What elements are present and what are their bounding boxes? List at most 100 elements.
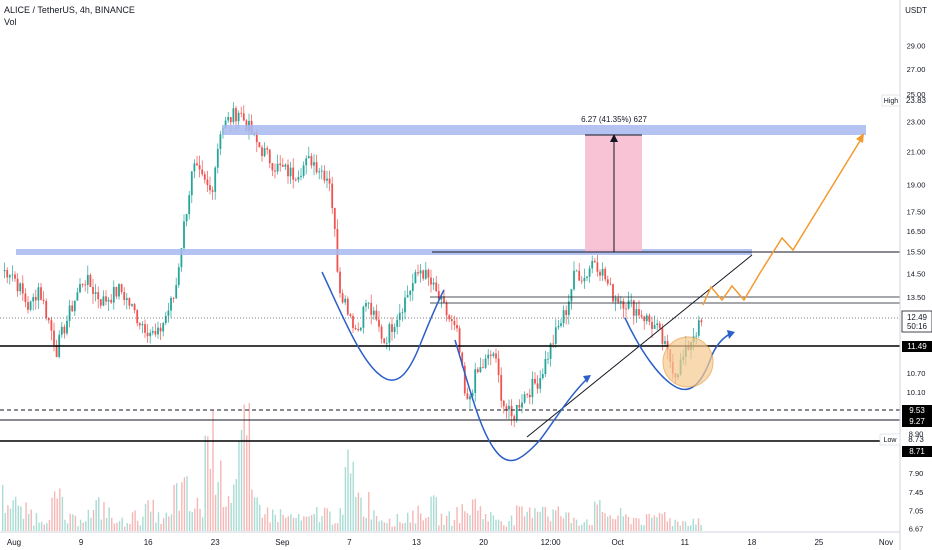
candle: [242, 105, 245, 122]
volume-bar: [269, 522, 271, 531]
volume-bar: [342, 514, 344, 531]
volume-bar: [656, 517, 658, 531]
candle: [349, 312, 352, 318]
volume-label[interactable]: Vol: [4, 17, 17, 27]
volume-bar: [391, 526, 393, 531]
candle: [458, 325, 461, 354]
candle: [396, 314, 399, 335]
candle: [528, 388, 531, 405]
volume-bar: [443, 524, 445, 531]
volume-bar: [74, 515, 77, 531]
volume-bar: [503, 525, 505, 531]
candle: [107, 296, 110, 312]
candle: [206, 170, 209, 193]
candle: [487, 349, 490, 365]
volume-bar: [461, 504, 463, 531]
volume-bar: [14, 496, 17, 531]
candle: [424, 261, 427, 280]
volume-bar: [207, 436, 209, 531]
volume-bar: [300, 520, 302, 531]
volume-bar: [149, 511, 152, 531]
candle: [79, 278, 81, 294]
candle: [37, 282, 40, 310]
volume-bar: [4, 513, 6, 531]
candle: [593, 258, 596, 263]
volume-bar: [479, 506, 482, 531]
candle: [209, 176, 211, 195]
candle: [211, 186, 214, 200]
volume-bar: [648, 513, 650, 531]
candle: [541, 368, 544, 380]
candle: [604, 266, 607, 282]
volume-bar: [95, 500, 97, 531]
candle: [404, 290, 406, 320]
candle: [84, 280, 87, 292]
candle: [328, 170, 331, 192]
candle: [476, 367, 479, 374]
candle: [502, 399, 505, 414]
volume-bar: [360, 497, 362, 531]
candle: [320, 165, 323, 180]
volume-bar: [186, 476, 188, 531]
candle: [341, 289, 344, 304]
volume-bar: [671, 526, 674, 531]
volume-bar: [303, 516, 305, 531]
candle: [154, 323, 157, 337]
candle: [92, 278, 94, 304]
candle: [159, 323, 162, 341]
candle: [469, 393, 471, 409]
volume-bar: [194, 508, 196, 531]
symbol-title[interactable]: ALICE / TetherUS, 4h, BINANCE: [4, 5, 135, 15]
time-axis-ticks: Aug 9 16 23 Sep 7 13 20 12:00 Oct 11 18 25 Nov: [7, 538, 893, 547]
volume-bar: [331, 524, 334, 531]
candle: [339, 267, 341, 298]
candle: [190, 171, 193, 204]
volume-bar: [544, 506, 547, 531]
volume-bar: [246, 435, 248, 531]
volume-bar: [355, 497, 357, 531]
volume-bar: [160, 523, 162, 531]
volume-bar: [640, 524, 643, 531]
volume-bar: [510, 515, 513, 531]
candle: [300, 168, 302, 181]
volume-bar: [51, 497, 53, 531]
volume-bar: [266, 507, 269, 531]
volume-bar: [420, 513, 422, 531]
volume-bar: [17, 505, 19, 531]
handle-arrow-head: [727, 330, 735, 339]
volume-bar: [178, 510, 180, 531]
candle: [281, 158, 284, 167]
volume-bar: [497, 519, 500, 531]
volume-bar: [124, 526, 126, 531]
volume-bar: [365, 518, 367, 531]
candle: [414, 269, 417, 284]
price-axis-ticks: 29.00 27.00 25.00 23.00 21.00 19.00 17.50 16.50…: [907, 41, 926, 533]
volume-bar: [588, 524, 591, 531]
volume-bar: [188, 511, 191, 531]
price-tick-label: 14.50: [907, 269, 926, 278]
volume-bar: [326, 508, 328, 531]
candle: [586, 275, 588, 282]
candle: [580, 276, 583, 285]
volume-bar: [103, 501, 105, 531]
volume-bars: [2, 402, 702, 531]
volume-bar: [658, 512, 661, 531]
candle: [216, 143, 219, 174]
volume-bar: [583, 522, 585, 531]
candle: [565, 305, 568, 325]
volume-bar: [251, 489, 253, 531]
time-tick-label: 9: [79, 538, 84, 547]
volume-bar: [614, 519, 617, 531]
volume-bar: [586, 519, 588, 531]
candle: [554, 319, 557, 349]
candle: [573, 261, 575, 291]
volume-bar: [256, 497, 258, 531]
volume-bar: [46, 523, 48, 531]
time-tick-label: 23: [211, 538, 220, 547]
candle: [29, 300, 32, 312]
volume-bar: [536, 511, 539, 531]
candle: [526, 392, 529, 398]
candle: [149, 329, 152, 344]
volume-bar: [212, 410, 214, 531]
